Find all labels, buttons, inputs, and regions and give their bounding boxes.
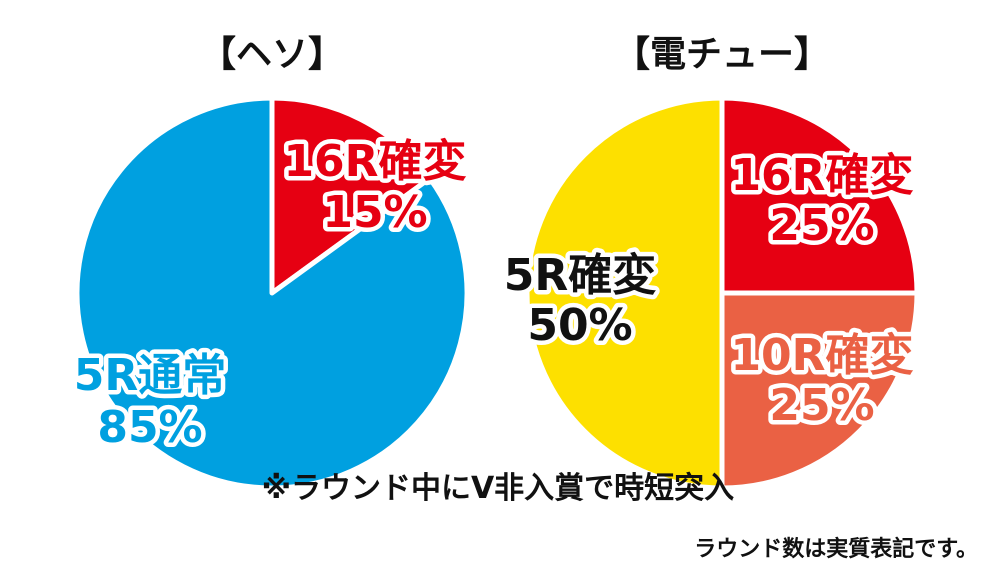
denchu-slice-10r-label: 10R確変: [730, 330, 913, 381]
denchu-pie-slice-16R確変: [719, 95, 920, 296]
denchu-pie-slice-5R確変: [524, 95, 725, 491]
heso-pie-slices: [74, 95, 470, 491]
heso-pie-slice-5R通常: [74, 95, 470, 491]
denchu-pie-slice-10R確変: [719, 290, 920, 491]
round-count-footnote: ラウンド数は実質表記です。: [694, 536, 978, 562]
denchu-pie-chart: 【電チュー】 16R確変 25% 10R確変 25% 5R確変 50%: [499, 34, 920, 491]
denchu-slice-10r-value: 25%: [769, 380, 874, 431]
denchu-pie-slices: [524, 95, 920, 491]
heso-slice-16r-value: 15%: [322, 187, 427, 238]
time-shortening-note: ※ラウンド中にV非入賞で時短突入: [262, 471, 734, 506]
heso-pie-title: 【ヘソ】: [200, 34, 344, 75]
heso-pie-slice-16R確変: [269, 95, 433, 296]
denchu-slice-16r-label: 16R確変: [730, 150, 913, 201]
heso-pie-chart: 【ヘソ】 16R確変 15% 5R通常 85%: [69, 34, 471, 491]
denchu-slice-16r-value: 25%: [769, 200, 874, 251]
heso-slice-5r-value: 85%: [97, 402, 202, 453]
heso-slice-16r-label: 16R確変: [283, 136, 466, 187]
heso-slice-5r-label: 5R通常: [74, 350, 227, 401]
denchu-slice-5r-value: 50%: [527, 300, 632, 351]
denchu-pie-title: 【電チュー】: [614, 34, 830, 75]
denchu-slice-5r-label: 5R確変: [504, 250, 657, 301]
